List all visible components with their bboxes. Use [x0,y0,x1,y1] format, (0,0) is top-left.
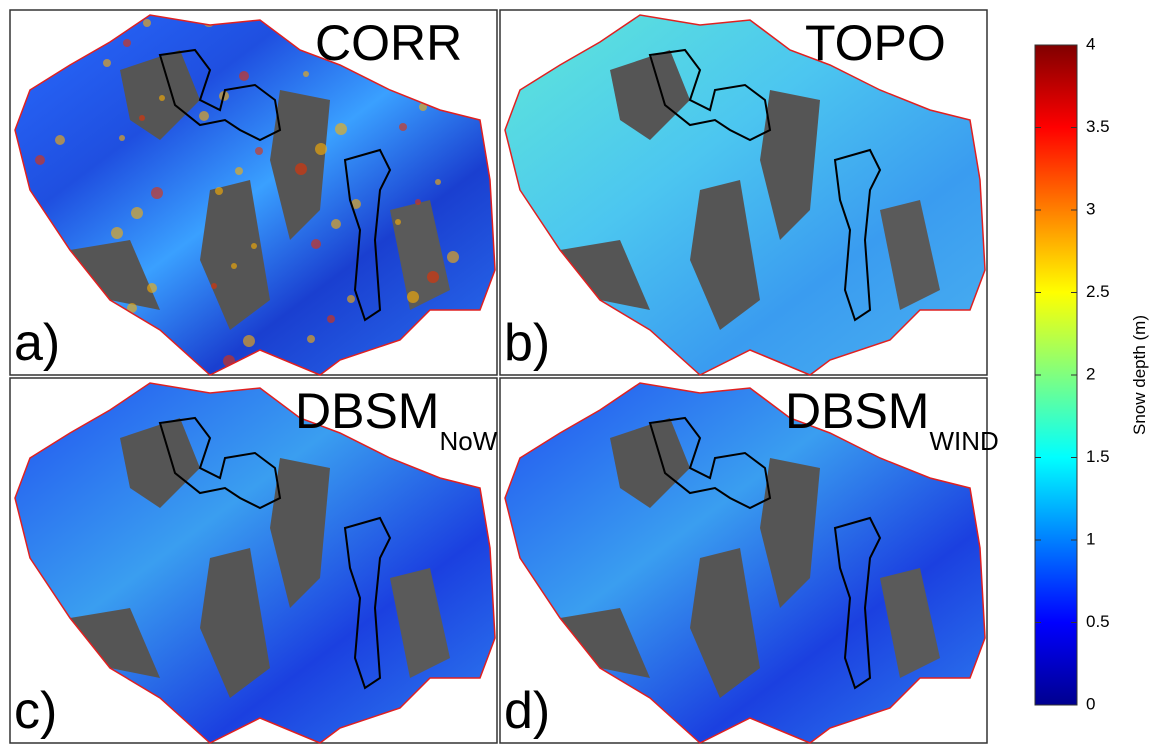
speckle [295,163,307,175]
speckle [147,283,157,293]
speckle [239,71,249,81]
panel-label: a) [14,314,60,372]
speckle [211,283,217,289]
panel-title-subscript: WIND [929,426,998,456]
colorbar [1035,45,1077,705]
panel-title-main: DBSM [785,383,929,439]
panel-label: b) [504,314,550,372]
speckle [143,19,151,27]
panel-title: TOPO [805,15,946,71]
colorbar-tick-label: 0 [1086,694,1095,713]
map-panel: TOPO b) [499,9,988,376]
colorbar-label: Snow depth (m) [1130,315,1149,435]
colorbar-tick-label: 1 [1086,529,1095,548]
panel-title: CORR [315,15,462,71]
speckle [327,315,335,323]
speckle [311,239,321,249]
speckle [231,263,237,269]
colorbar-tick-label: 3 [1086,199,1095,218]
speckle [427,271,439,283]
speckle [303,71,309,77]
speckle [243,335,255,347]
speckle [215,187,223,195]
speckle [331,219,341,229]
speckle [351,199,361,209]
speckle [103,59,111,67]
speckle [315,143,327,155]
speckle [407,291,419,303]
speckle [307,335,315,343]
colorbar-tick-label: 1.5 [1086,447,1110,466]
speckle [347,295,355,303]
speckle [395,219,401,225]
speckle [151,187,163,199]
speckle [111,227,123,239]
speckle [131,207,143,219]
map-panel: CORR a) [9,9,498,376]
colorbar-tick-label: 2 [1086,364,1095,383]
colorbar-tick-label: 3.5 [1086,117,1110,136]
speckle [335,123,347,135]
speckle [399,123,407,131]
colorbar-tick-label: 2.5 [1086,282,1110,301]
speckle [435,179,441,185]
speckle [123,39,131,47]
panel-title: DBSMWIND [785,383,999,456]
speckle [199,111,209,121]
speckle [139,115,145,121]
speckle [55,135,65,145]
panel-title-main: CORR [315,15,462,71]
colorbar-tick-label: 4 [1086,34,1095,53]
panel-label: d) [504,682,550,740]
speckle [419,103,427,111]
speckle [127,303,137,313]
colorbar-tick-label: 0.5 [1086,612,1110,631]
panel-label: c) [14,682,57,740]
speckle [447,251,459,263]
speckle [119,135,125,141]
speckle [235,167,243,175]
map-panel: DBSMWIND d) [499,377,999,744]
speckle [415,199,421,205]
speckle [255,147,263,155]
panel-title-main: TOPO [805,15,946,71]
speckle [251,243,257,249]
speckle [159,95,165,101]
speckle [35,155,45,165]
panel-title-main: DBSM [295,383,439,439]
